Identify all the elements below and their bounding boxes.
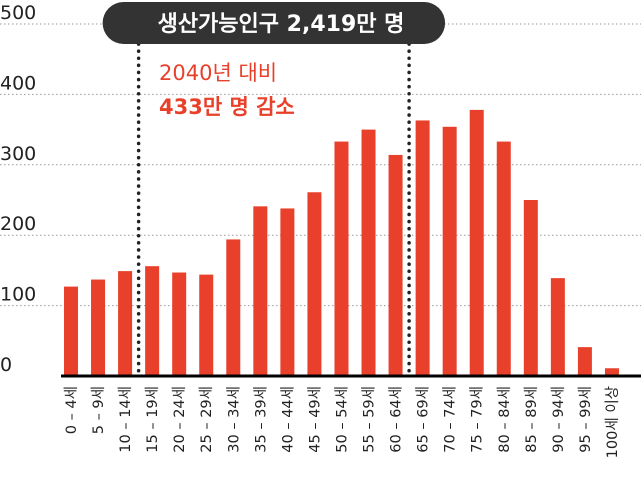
annotation-comparison: 2040년 대비 — [159, 61, 277, 85]
bars — [64, 109, 619, 376]
x-tick-label: 20 – 24세 — [171, 386, 188, 453]
bar — [199, 274, 214, 376]
x-tick-label: 25 – 29세 — [198, 386, 215, 453]
bar — [469, 109, 484, 376]
bar — [415, 120, 430, 376]
x-tick-label: 75 – 79세 — [469, 386, 486, 453]
bar — [496, 141, 511, 376]
working-age-banner: 생산가능인구 2,419만 명 — [102, 2, 446, 44]
bar — [64, 286, 78, 376]
bar — [118, 271, 133, 376]
y-tick-label: 300 — [0, 143, 36, 165]
y-tick-label: 200 — [0, 213, 36, 235]
bar — [388, 154, 403, 376]
annotation-decrease: 433만 명 감소 — [159, 95, 295, 119]
banner-text: 생산가능인구 2,419만 명 — [158, 12, 405, 37]
working-age-range-markers — [136, 42, 411, 378]
bar — [172, 272, 187, 376]
x-tick-label: 50 – 54세 — [333, 386, 350, 453]
bar — [253, 206, 268, 376]
x-tick-label: 5 – 9세 — [90, 386, 107, 434]
banner-background — [102, 2, 446, 44]
x-axis-labels: 0 – 4세 5 – 9세 10 – 14세 15 – 19세 20 – 24세 25 –… — [63, 386, 621, 458]
y-axis-ticks: 0 100 200 300 400 500 — [0, 2, 36, 376]
x-tick-label: 10 – 14세 — [117, 386, 134, 453]
bar — [523, 200, 538, 376]
x-tick-label: 70 – 74세 — [442, 386, 459, 453]
x-tick-label: 40 – 44세 — [279, 386, 296, 453]
x-tick-label: 35 – 39세 — [252, 386, 269, 453]
x-tick-label: 0 – 4세 — [63, 386, 80, 434]
x-tick-label: 30 – 34세 — [225, 386, 242, 453]
bar — [91, 279, 106, 376]
x-tick-label: 60 – 64세 — [388, 386, 405, 453]
x-tick-label: 15 – 19세 — [144, 386, 161, 453]
bar — [550, 278, 565, 376]
x-tick-label: 100세 이상 — [604, 386, 621, 458]
x-tick-label: 65 – 69세 — [415, 386, 432, 453]
x-tick-label: 55 – 59세 — [361, 386, 378, 453]
x-tick-label: 90 – 94세 — [550, 386, 567, 453]
bar — [280, 208, 295, 376]
x-tick-label: 85 – 89세 — [523, 386, 540, 453]
y-tick-label: 0 — [0, 354, 12, 376]
x-tick-label: 45 – 49세 — [306, 386, 323, 453]
x-tick-label: 80 – 84세 — [496, 386, 513, 453]
x-tick-label: 95 – 99세 — [577, 386, 594, 453]
y-tick-label: 100 — [0, 284, 36, 306]
bar — [604, 368, 619, 376]
bar — [361, 129, 376, 376]
y-tick-label: 500 — [0, 2, 36, 24]
bar — [307, 192, 322, 376]
bar — [226, 239, 241, 376]
bar — [145, 266, 160, 376]
bar — [442, 126, 457, 376]
bar — [577, 347, 592, 376]
y-tick-label: 400 — [0, 72, 36, 94]
bar — [334, 141, 349, 376]
